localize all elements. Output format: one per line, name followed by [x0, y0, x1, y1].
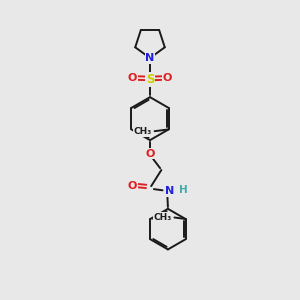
Text: CH₃: CH₃	[153, 213, 172, 222]
Text: N: N	[146, 53, 154, 63]
Text: H: H	[179, 185, 188, 195]
Text: O: O	[163, 73, 172, 83]
Text: O: O	[128, 73, 137, 83]
Text: O: O	[145, 148, 155, 159]
Text: CH₃: CH₃	[133, 127, 152, 136]
Text: O: O	[128, 181, 137, 190]
Text: N: N	[165, 186, 174, 196]
Text: S: S	[146, 73, 154, 86]
